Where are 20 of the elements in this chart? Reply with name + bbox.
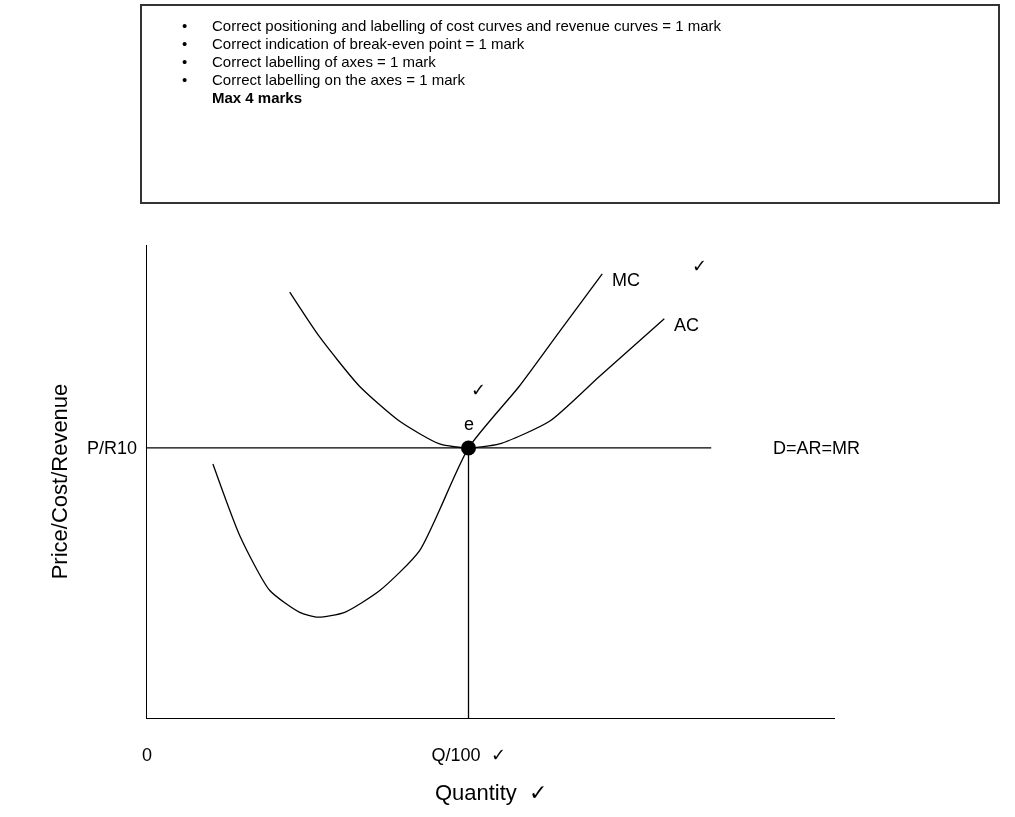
- text: Max 4 marks: [211, 89, 304, 106]
- text: Correct indication of break-even point = 1 mark: [212, 35, 525, 52]
- text: P/R10: [87, 438, 138, 458]
- text: •: [182, 17, 189, 34]
- text: Correct labelling on the axes = 1 mark: [212, 71, 466, 88]
- x-tick-label: Q/100 ✓: [431, 744, 506, 765]
- x-axis-title: Quantity ✓: [434, 779, 548, 805]
- annotation: ✓: [692, 256, 707, 276]
- text: D=AR=MR: [773, 438, 861, 458]
- x-tick-label: 0: [141, 744, 153, 765]
- text: •: [182, 71, 189, 88]
- annotation: e: [464, 414, 475, 434]
- y-axis-title: Price/Cost/Revenue: [46, 383, 72, 580]
- text: •: [182, 53, 189, 70]
- annotation: ✓: [471, 380, 486, 400]
- text: Correct labelling of axes = 1 mark: [212, 53, 436, 70]
- text: •: [182, 35, 189, 52]
- text: Correct positioning and labelling of cost curves and revenue curves = 1 mark: [212, 17, 722, 34]
- series-label: AC: [674, 315, 700, 335]
- series-label: MC: [612, 270, 640, 290]
